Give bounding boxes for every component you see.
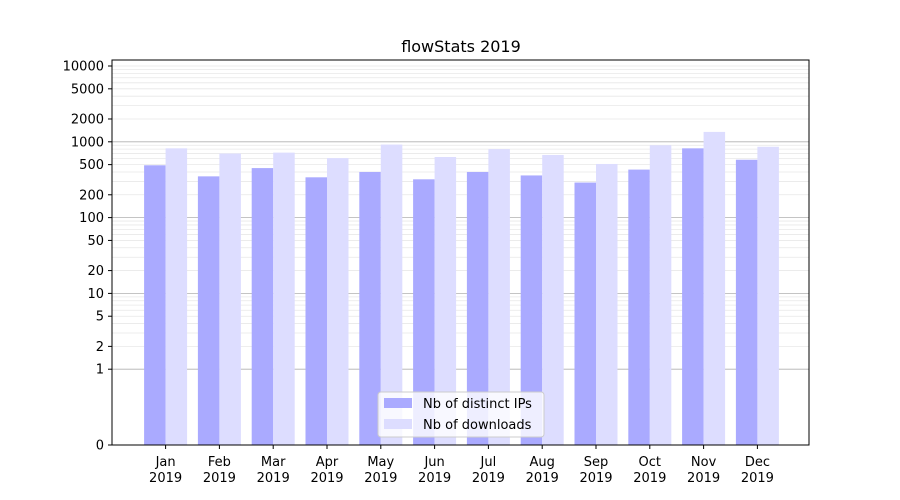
x-tick-label: Jun <box>423 455 444 470</box>
legend-label-downloads: Nb of downloads <box>423 418 532 433</box>
x-tick-label: Aug <box>530 455 555 470</box>
x-tick-label: 2019 <box>203 471 236 486</box>
x-tick-label: Jul <box>480 455 497 470</box>
bar-distinct-ips <box>520 175 543 445</box>
bar-distinct-ips <box>628 169 650 445</box>
bar-downloads <box>488 149 510 445</box>
y-tick-label: 0 <box>96 439 104 454</box>
y-tick-label: 5 <box>96 310 104 325</box>
bar-downloads <box>596 163 618 445</box>
legend-swatch-distinct-ips <box>384 398 412 408</box>
y-tick-label: 20 <box>87 264 104 279</box>
x-tick-label: Apr <box>316 455 339 470</box>
bar-downloads <box>649 145 672 445</box>
bar-distinct-ips <box>413 179 435 445</box>
x-tick-label: 2019 <box>687 471 720 486</box>
x-axis: Jan2019Feb2019Mar2019Apr2019May2019Jun20… <box>149 445 774 486</box>
x-tick-label: Nov <box>691 455 717 470</box>
x-tick-label: 2019 <box>633 471 666 486</box>
x-tick-label: 2019 <box>526 471 559 486</box>
x-tick-label: Mar <box>261 455 286 470</box>
x-tick-label: 2019 <box>364 471 397 486</box>
bar-downloads <box>219 153 241 445</box>
y-tick-label: 1000 <box>71 135 104 150</box>
x-tick-label: Jan <box>155 455 176 470</box>
x-tick-label: 2019 <box>472 471 505 486</box>
plot-area-frame <box>111 59 810 446</box>
x-tick-label: 2019 <box>149 471 182 486</box>
bar-downloads <box>542 154 564 445</box>
x-tick-label: Sep <box>584 455 609 470</box>
y-tick-label: 10000 <box>63 60 104 75</box>
bar-distinct-ips <box>359 171 381 446</box>
x-tick-label: 2019 <box>418 471 451 486</box>
x-tick-label: Oct <box>639 455 661 470</box>
bar-downloads <box>327 158 349 446</box>
x-tick-label: 2019 <box>257 471 290 486</box>
bar-downloads <box>434 157 457 446</box>
bar-downloads <box>757 146 779 445</box>
bar-distinct-ips <box>305 177 327 445</box>
y-tick-label: 50 <box>87 234 104 249</box>
legend-label-distinct-ips: Nb of distinct IPs <box>423 397 532 412</box>
y-tick-label: 10 <box>87 287 104 302</box>
y-tick-label: 2000 <box>71 112 104 127</box>
x-tick-label: 2019 <box>310 471 343 486</box>
legend-box <box>377 391 545 438</box>
y-tick-label: 500 <box>79 158 104 173</box>
bar-distinct-ips <box>735 159 758 446</box>
bar-distinct-ips <box>144 165 166 445</box>
bar-distinct-ips <box>574 182 596 445</box>
x-tick-label: 2019 <box>741 471 774 486</box>
chart-title: flowStats 2019 <box>401 37 521 56</box>
bar-downloads <box>273 152 295 445</box>
y-tick-label: 2 <box>96 340 104 355</box>
bar-distinct-ips <box>197 176 220 445</box>
y-tick-label: 1 <box>96 363 104 378</box>
bar-distinct-ips <box>466 171 489 446</box>
y-tick-label: 100 <box>79 211 104 226</box>
bar-distinct-ips <box>682 148 704 445</box>
bar-downloads <box>380 144 403 446</box>
y-axis: 0 1 2 5 10 20 50 100 200 500 1000 2000 5000 10000 <box>63 60 112 454</box>
x-tick-label: Feb <box>208 455 231 470</box>
bar-downloads <box>165 148 188 445</box>
bar-downloads <box>703 131 726 445</box>
y-tick-label: 5000 <box>71 82 104 97</box>
x-tick-label: Dec <box>745 455 770 470</box>
y-tick-label: 200 <box>79 188 104 203</box>
bars-layer <box>144 131 779 446</box>
bar-distinct-ips <box>251 168 274 445</box>
legend: Nb of distinct IPs Nb of downloads <box>377 391 545 438</box>
x-tick-label: 2019 <box>579 471 612 486</box>
legend-swatch-downloads <box>384 419 412 429</box>
x-tick-label: May <box>367 455 394 470</box>
